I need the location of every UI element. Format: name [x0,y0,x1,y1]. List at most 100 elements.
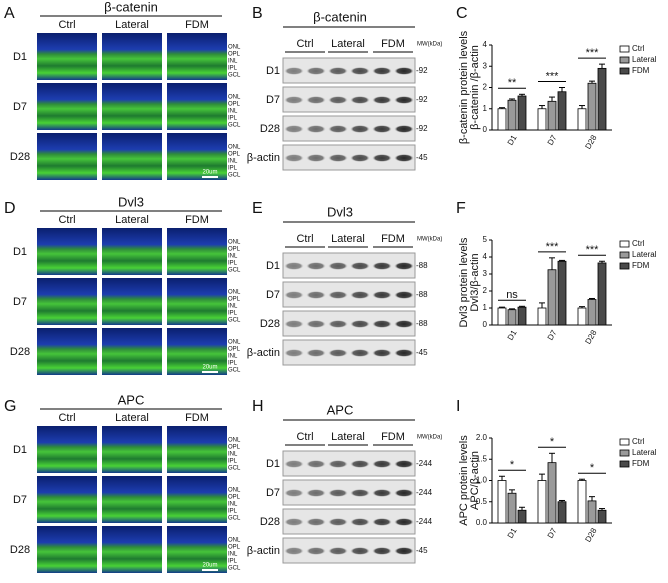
group-header: FDM [381,431,405,443]
row-label: D28 [260,516,280,528]
row-label: D7 [266,289,280,301]
layer-label: OPL [228,152,241,158]
row-label: D28 [10,346,30,358]
micrograph [167,426,227,473]
row-label: D1 [266,260,280,272]
blot-band [284,125,304,133]
layer-label: INL [228,552,238,558]
y-axis-label: β-catenin protein levels [458,30,470,144]
significance-label: ** [508,77,517,89]
y-tick-label: 1.5 [476,454,488,463]
blot-band [328,547,348,555]
blot [282,281,416,308]
layer-label: OPL [228,495,241,501]
y-tick-label: 3 [483,269,488,278]
blot-band [306,67,326,75]
blot-band [306,518,326,526]
x-tick-label: D1 [506,133,519,147]
blot-band [372,154,392,162]
row-label: D1 [266,458,280,470]
layer-label: INL [228,254,238,260]
column-header: Ctrl [58,412,75,424]
layer-label: IPL [228,459,238,465]
micrograph [167,278,227,325]
micrograph [167,83,227,130]
bar [577,480,587,524]
mw-marker: -45 [416,546,428,555]
layer-label: INL [228,159,238,165]
layer-label: ONL [228,240,241,246]
y-tick-label: 0.0 [476,518,488,527]
legend-swatch [619,251,630,259]
x-tick-label: D28 [583,328,598,346]
blot-band [306,547,326,555]
row-label: D1 [266,65,280,77]
significance-label: * [590,462,595,474]
y-tick-label: 2 [483,83,488,92]
group-header: Ctrl [296,431,313,443]
bar [557,501,567,524]
y-tick-label: 5 [483,235,488,244]
blot-band [394,320,414,328]
panel-label: B [252,5,263,22]
mw-marker: -45 [416,348,428,357]
layer-label: ONL [228,488,241,494]
panel-title: Dvl3 [118,194,144,209]
bar [517,306,527,326]
y-axis-label: Dvl3/β-actin [469,253,481,311]
micrograph [37,83,97,130]
panel-label: I [456,398,460,415]
column-header: Lateral [115,412,149,424]
scale-label: 20um [202,563,217,569]
layer-label: OPL [228,102,241,108]
legend-swatch [619,240,630,248]
row-label: D1 [13,246,27,258]
bar [517,95,527,131]
blot-band [306,262,326,270]
legend-swatch [619,45,630,53]
layer-label: OPL [228,545,241,551]
bar [537,108,547,131]
row-label: D1 [13,51,27,63]
blot-band [372,489,392,497]
micrograph [102,328,162,375]
blot [282,86,416,113]
micrograph [102,426,162,473]
group-header: Lateral [331,38,365,50]
significance-label: *** [546,70,560,82]
layer-label: GCL [228,73,241,79]
panel-title: β-catenin [104,0,158,14]
mw-marker: -244 [416,517,433,526]
layer-label: ONL [228,95,241,101]
mw-label: MW(kDa) [417,237,442,243]
panel-label: C [456,5,468,22]
bar [577,108,587,131]
layer-label: GCL [228,318,241,324]
bar [537,480,547,524]
layer-label: ONL [228,290,241,296]
blot-band [284,489,304,497]
panel-title: APC [327,402,354,417]
layer-label: OPL [228,52,241,58]
blot-band [350,67,370,75]
bar [547,269,557,326]
layer-label: INL [228,304,238,310]
y-tick-label: 0.5 [476,497,488,506]
blot [282,537,416,564]
layer-label: GCL [228,466,241,472]
layer-label: GCL [228,566,241,572]
column-header: Ctrl [58,214,75,226]
significance-label: *** [586,47,600,59]
panel-title: Dvl3 [327,204,353,219]
x-tick-label: D7 [546,526,559,540]
bar [547,100,557,131]
layer-label: IPL [228,116,238,122]
micrograph [37,476,97,523]
blot-band [350,125,370,133]
mw-marker: -92 [416,95,428,104]
blot-band [372,349,392,357]
row-label: D28 [10,151,30,163]
layer-label: ONL [228,538,241,544]
legend-swatch [619,262,630,270]
